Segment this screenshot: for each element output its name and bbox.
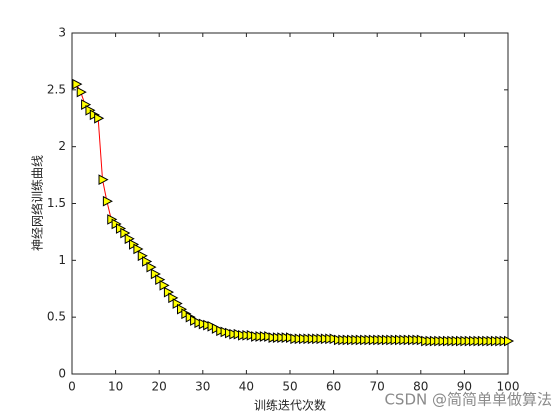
x-tick-label: 20 — [152, 380, 167, 394]
x-tick-label: 100 — [497, 380, 520, 394]
data-line — [75, 83, 508, 342]
plot-frame — [71, 32, 509, 375]
x-tick-label: 0 — [68, 380, 76, 394]
x-tick-label: 10 — [108, 380, 123, 394]
y-tick-label: 0 — [58, 367, 66, 381]
data-marker — [102, 195, 113, 207]
x-tick-label: 80 — [413, 380, 428, 394]
watermark: CSDN @简简单单做算法 — [384, 391, 552, 409]
data-marker — [504, 335, 515, 347]
x-tick-label: 90 — [457, 380, 472, 394]
y-tick-label: 0.5 — [47, 310, 66, 324]
x-tick-label: 50 — [282, 380, 297, 394]
data-marker — [76, 86, 87, 98]
x-tick-label: 40 — [239, 380, 254, 394]
y-tick-label: 1.5 — [47, 196, 66, 210]
x-tick-label: 70 — [370, 380, 385, 394]
data-marker — [72, 78, 83, 90]
y-axis-label: 神经网络训练曲线 — [30, 155, 45, 251]
y-tick-label: 3 — [58, 26, 66, 40]
data-marker — [98, 174, 109, 185]
x-axis-label: 训练迭代次数 — [254, 398, 326, 413]
y-tick-label: 2 — [58, 139, 66, 153]
x-tick-label: 30 — [195, 380, 210, 394]
y-tick-label: 1 — [58, 253, 66, 267]
y-tick-label: 2.5 — [47, 82, 66, 96]
x-tick-label: 60 — [326, 380, 341, 394]
data-marker — [94, 112, 105, 124]
